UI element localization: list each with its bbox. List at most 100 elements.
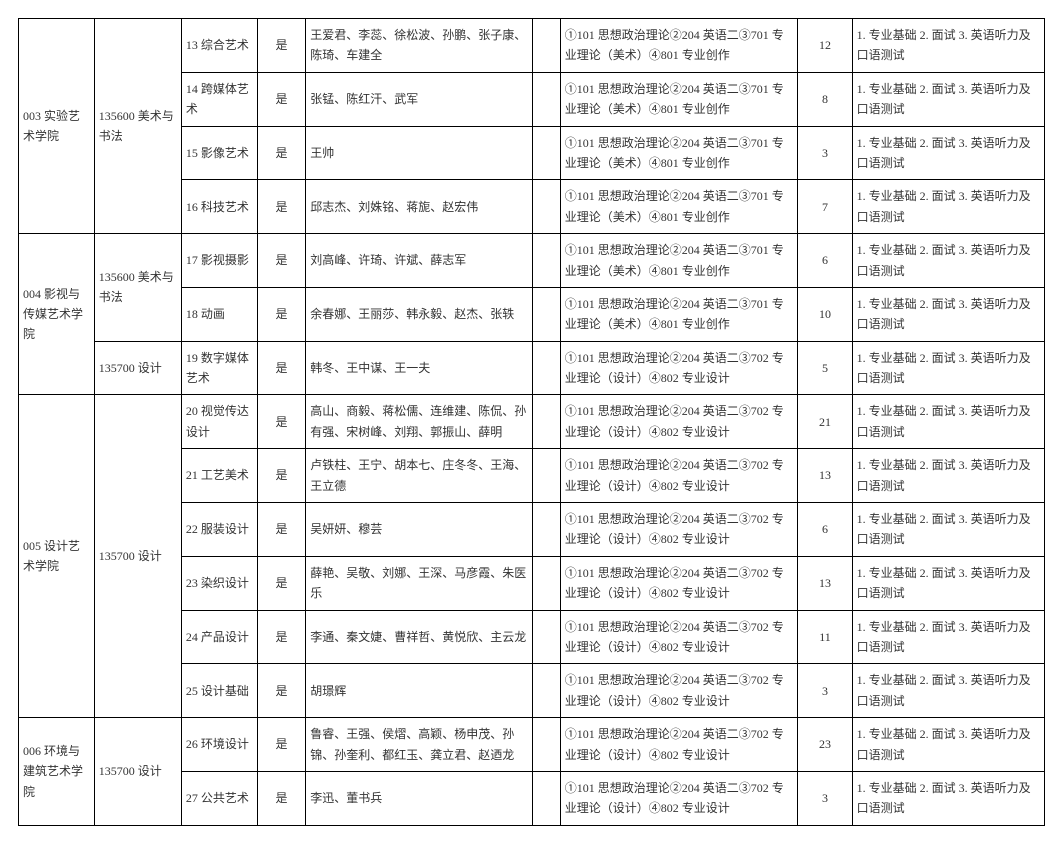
teachers-cell: 韩冬、王中谋、王一夫: [306, 341, 532, 395]
direction-cell: 18 动画: [181, 287, 257, 341]
note-cell: 1. 专业基础 2. 面试 3. 英语听力及口语测试: [852, 610, 1044, 664]
direction-cell: 19 数字媒体艺术: [181, 341, 257, 395]
quota-cell: 23: [798, 718, 852, 772]
teachers-cell: 薛艳、吴敬、刘娜、王深、马彦霞、朱医乐: [306, 556, 532, 610]
table-row: 005 设计艺术学院135700 设计20 视觉传达设计是高山、商毅、蒋松儒、连…: [19, 395, 1045, 449]
note-cell: 1. 专业基础 2. 面试 3. 英语听力及口语测试: [852, 180, 1044, 234]
note-cell: 1. 专业基础 2. 面试 3. 英语听力及口语测试: [852, 718, 1044, 772]
quota-cell: 13: [798, 556, 852, 610]
direction-cell: 21 工艺美术: [181, 449, 257, 503]
quota-cell: 8: [798, 72, 852, 126]
empty-cell: [532, 610, 560, 664]
note-cell: 1. 专业基础 2. 面试 3. 英语听力及口语测试: [852, 556, 1044, 610]
direction-cell: 15 影像艺术: [181, 126, 257, 180]
quota-cell: 7: [798, 180, 852, 234]
direction-cell: 13 综合艺术: [181, 19, 257, 73]
dept-cell: 003 实验艺术学院: [19, 19, 95, 234]
empty-cell: [532, 664, 560, 718]
fulltime-cell: 是: [257, 718, 306, 772]
direction-cell: 25 设计基础: [181, 664, 257, 718]
fulltime-cell: 是: [257, 72, 306, 126]
empty-cell: [532, 771, 560, 825]
fulltime-cell: 是: [257, 503, 306, 557]
dept-cell: 004 影视与传媒艺术学院: [19, 234, 95, 395]
teachers-cell: 张锰、陈红汗、武军: [306, 72, 532, 126]
teachers-cell: 吴妍妍、穆芸: [306, 503, 532, 557]
quota-cell: 6: [798, 234, 852, 288]
fulltime-cell: 是: [257, 287, 306, 341]
dept-cell: 005 设计艺术学院: [19, 395, 95, 718]
fulltime-cell: 是: [257, 19, 306, 73]
fulltime-cell: 是: [257, 556, 306, 610]
quota-cell: 3: [798, 126, 852, 180]
quota-cell: 11: [798, 610, 852, 664]
direction-cell: 27 公共艺术: [181, 771, 257, 825]
note-cell: 1. 专业基础 2. 面试 3. 英语听力及口语测试: [852, 503, 1044, 557]
quota-cell: 3: [798, 771, 852, 825]
exam-cell: ①101 思想政治理论②204 英语二③702 专业理论（设计）④802 专业设…: [560, 341, 798, 395]
major-cell: 135700 设计: [94, 395, 181, 718]
empty-cell: [532, 556, 560, 610]
direction-cell: 24 产品设计: [181, 610, 257, 664]
exam-cell: ①101 思想政治理论②204 英语二③701 专业理论（美术）④801 专业创…: [560, 72, 798, 126]
fulltime-cell: 是: [257, 126, 306, 180]
table-row: 135700 设计19 数字媒体艺术是韩冬、王中谋、王一夫①101 思想政治理论…: [19, 341, 1045, 395]
note-cell: 1. 专业基础 2. 面试 3. 英语听力及口语测试: [852, 287, 1044, 341]
fulltime-cell: 是: [257, 395, 306, 449]
empty-cell: [532, 449, 560, 503]
table-row: 006 环境与建筑艺术学院135700 设计26 环境设计是鲁睿、王强、侯熠、高…: [19, 718, 1045, 772]
direction-cell: 22 服装设计: [181, 503, 257, 557]
teachers-cell: 王帅: [306, 126, 532, 180]
major-cell: 135600 美术与书法: [94, 234, 181, 342]
teachers-cell: 李迅、董书兵: [306, 771, 532, 825]
teachers-cell: 胡璟辉: [306, 664, 532, 718]
quota-cell: 5: [798, 341, 852, 395]
table-row: 004 影视与传媒艺术学院135600 美术与书法17 影视摄影是刘高峰、许琦、…: [19, 234, 1045, 288]
quota-cell: 3: [798, 664, 852, 718]
empty-cell: [532, 19, 560, 73]
note-cell: 1. 专业基础 2. 面试 3. 英语听力及口语测试: [852, 341, 1044, 395]
quota-cell: 13: [798, 449, 852, 503]
note-cell: 1. 专业基础 2. 面试 3. 英语听力及口语测试: [852, 72, 1044, 126]
direction-cell: 20 视觉传达设计: [181, 395, 257, 449]
teachers-cell: 李通、秦文婕、曹祥哲、黄悦欣、主云龙: [306, 610, 532, 664]
direction-cell: 16 科技艺术: [181, 180, 257, 234]
empty-cell: [532, 180, 560, 234]
major-cell: 135600 美术与书法: [94, 19, 181, 234]
empty-cell: [532, 395, 560, 449]
exam-cell: ①101 思想政治理论②204 英语二③701 专业理论（美术）④801 专业创…: [560, 126, 798, 180]
note-cell: 1. 专业基础 2. 面试 3. 英语听力及口语测试: [852, 19, 1044, 73]
exam-cell: ①101 思想政治理论②204 英语二③702 专业理论（设计）④802 专业设…: [560, 664, 798, 718]
quota-cell: 21: [798, 395, 852, 449]
note-cell: 1. 专业基础 2. 面试 3. 英语听力及口语测试: [852, 449, 1044, 503]
teachers-cell: 王爱君、李蕊、徐松波、孙鹏、张子康、陈琦、车建全: [306, 19, 532, 73]
table-row: 003 实验艺术学院135600 美术与书法13 综合艺术是王爱君、李蕊、徐松波…: [19, 19, 1045, 73]
direction-cell: 14 跨媒体艺术: [181, 72, 257, 126]
note-cell: 1. 专业基础 2. 面试 3. 英语听力及口语测试: [852, 234, 1044, 288]
teachers-cell: 余春娜、王丽莎、韩永毅、赵杰、张轶: [306, 287, 532, 341]
empty-cell: [532, 503, 560, 557]
quota-cell: 10: [798, 287, 852, 341]
note-cell: 1. 专业基础 2. 面试 3. 英语听力及口语测试: [852, 771, 1044, 825]
teachers-cell: 卢铁柱、王宁、胡本七、庄冬冬、王海、王立德: [306, 449, 532, 503]
teachers-cell: 高山、商毅、蒋松儒、连维建、陈侃、孙有强、宋树峰、刘翔、郭振山、薛明: [306, 395, 532, 449]
empty-cell: [532, 287, 560, 341]
exam-cell: ①101 思想政治理论②204 英语二③701 专业理论（美术）④801 专业创…: [560, 287, 798, 341]
empty-cell: [532, 126, 560, 180]
direction-cell: 26 环境设计: [181, 718, 257, 772]
program-table: 003 实验艺术学院135600 美术与书法13 综合艺术是王爱君、李蕊、徐松波…: [18, 18, 1045, 826]
major-cell: 135700 设计: [94, 718, 181, 826]
fulltime-cell: 是: [257, 234, 306, 288]
empty-cell: [532, 341, 560, 395]
direction-cell: 17 影视摄影: [181, 234, 257, 288]
exam-cell: ①101 思想政治理论②204 英语二③702 专业理论（设计）④802 专业设…: [560, 718, 798, 772]
exam-cell: ①101 思想政治理论②204 英语二③702 专业理论（设计）④802 专业设…: [560, 395, 798, 449]
direction-cell: 23 染织设计: [181, 556, 257, 610]
empty-cell: [532, 234, 560, 288]
quota-cell: 12: [798, 19, 852, 73]
note-cell: 1. 专业基础 2. 面试 3. 英语听力及口语测试: [852, 664, 1044, 718]
exam-cell: ①101 思想政治理论②204 英语二③702 专业理论（设计）④802 专业设…: [560, 556, 798, 610]
teachers-cell: 鲁睿、王强、侯熠、高颖、杨申茂、孙锦、孙奎利、都红玉、龚立君、赵迺龙: [306, 718, 532, 772]
teachers-cell: 刘高峰、许琦、许斌、薛志军: [306, 234, 532, 288]
exam-cell: ①101 思想政治理论②204 英语二③702 专业理论（设计）④802 专业设…: [560, 610, 798, 664]
